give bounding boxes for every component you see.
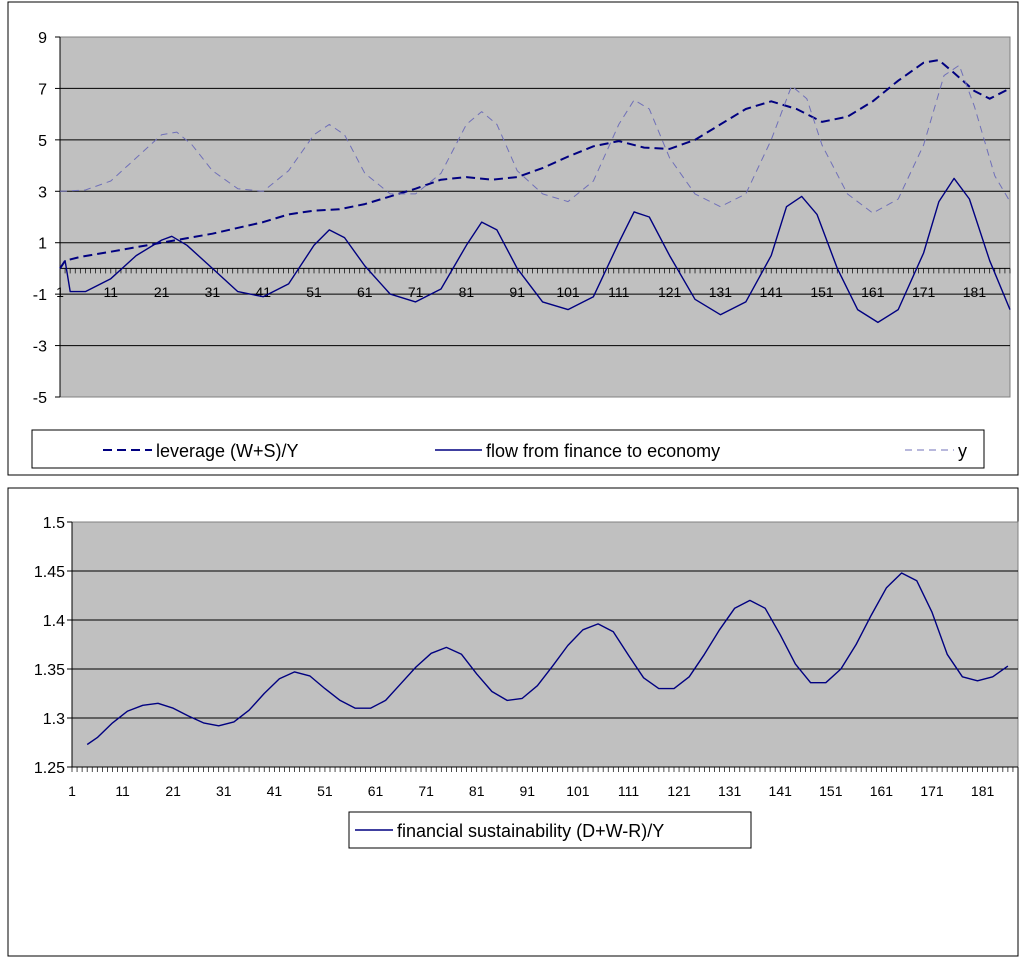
top-x-tick-label: 1	[56, 284, 64, 300]
top-y-tick-label: 3	[38, 184, 47, 201]
bottom-y-tick-label: 1.25	[34, 760, 65, 777]
bottom-x-tick-label: 141	[769, 783, 793, 799]
top-x-tick-label: 141	[760, 284, 784, 300]
bottom-series-lines	[86, 572, 1009, 746]
top-x-tick-label: 101	[556, 284, 580, 300]
bottom-x-tick-label: 31	[216, 783, 232, 799]
top-plot-area	[59, 36, 1011, 398]
top-series-3-line	[59, 64, 1011, 214]
top-y-tick-label: -5	[33, 390, 47, 407]
bottom-x-tick-label: 61	[368, 783, 384, 799]
top-x-axis: 1 11 21 31 41 51 61 71 81 91 101 111 121 131 141 151 161…	[56, 267, 1011, 300]
bottom-x-tick-label: 71	[418, 783, 434, 799]
top-x-tick-label: 31	[205, 284, 221, 300]
bottom-gridlines	[67, 521, 1018, 768]
legend-label-sustainability: financial sustainability (D+W-R)/Y	[397, 821, 664, 841]
top-legend: leverage (W+S)/Y flow from finance to ec…	[31, 429, 985, 469]
bottom-chart: 1.51.451.41.351.31.25 1 11 21 31 41 51 61 71 81 9…	[7, 487, 1019, 957]
top-series-lines	[59, 59, 1011, 324]
top-x-tick-label: 11	[104, 284, 119, 300]
bottom-plot-area	[71, 521, 1019, 768]
bottom-x-tick-label: 111	[618, 783, 639, 799]
top-y-tick-label: 5	[38, 133, 47, 150]
top-y-tick-label: -3	[33, 339, 47, 356]
bottom-x-tick-label: 161	[870, 783, 894, 799]
legend-label-leverage: leverage (W+S)/Y	[156, 441, 299, 461]
top-series-1-line	[59, 59, 1011, 269]
top-x-tick-label: 41	[255, 284, 271, 300]
bottom-x-tick-label: 181	[971, 783, 995, 799]
bottom-y-tick-label: 1.3	[43, 711, 65, 728]
bottom-x-tick-label: 41	[267, 783, 283, 799]
bottom-y-axis-tick-labels: 1.5 1.45 1.4 1.35 1.3 1.25	[34, 515, 65, 777]
legend-label-y: y	[958, 441, 967, 461]
top-x-tick-label: 121	[658, 284, 682, 300]
bottom-x-tick-label: 21	[165, 783, 181, 799]
bottom-x-tick-label: 1	[68, 783, 76, 799]
top-y-axis-tick-labels: 9 7 5 3 1 -1 -3 -5	[33, 30, 47, 407]
bottom-x-axis: 1 11 21 31 41 51 61 71 81 91 101 111 121 131 141 151 161…	[68, 766, 1019, 799]
bottom-x-tick-label: 101	[566, 783, 590, 799]
bottom-x-tick-label: 131	[718, 783, 742, 799]
top-gridlines	[55, 36, 1010, 398]
top-x-tick-label: 71	[408, 284, 424, 300]
top-y-tick-label: 9	[38, 30, 47, 47]
bottom-x-tick-label: 171	[920, 783, 944, 799]
top-x-tick-label: 21	[154, 284, 170, 300]
top-y-tick-label: 1	[38, 236, 47, 253]
top-x-tick-label: 161	[861, 284, 885, 300]
bottom-x-tick-label: 81	[469, 783, 485, 799]
bottom-legend: financial sustainability (D+W-R)/Y	[348, 811, 752, 849]
bottom-y-tick-label: 1.35	[34, 662, 65, 679]
top-y-tick-label: 7	[38, 81, 47, 98]
top-x-tick-label: 131	[709, 284, 733, 300]
top-x-tick-label: 51	[306, 284, 322, 300]
top-x-tick-label: 111	[608, 284, 629, 300]
bottom-series-1-line	[86, 572, 1009, 746]
top-x-tick-label: 171	[912, 284, 936, 300]
bottom-x-tick-label: 91	[520, 783, 536, 799]
bottom-x-tick-label: 151	[819, 783, 843, 799]
bottom-legend-box	[348, 811, 752, 849]
bottom-y-tick-label: 1.45	[34, 564, 65, 581]
top-legend-box	[31, 429, 985, 469]
top-x-tick-label: 91	[509, 284, 525, 300]
bottom-y-tick-label: 1.4	[43, 613, 65, 630]
top-x-tick-label: 151	[810, 284, 834, 300]
top-x-tick-label: 81	[459, 284, 475, 300]
bottom-x-tick-label: 121	[667, 783, 691, 799]
bottom-x-tick-label: 11	[115, 783, 130, 799]
bottom-x-tick-label: 51	[317, 783, 333, 799]
legend-label-flow: flow from finance to economy	[486, 441, 720, 461]
top-series-2-line	[59, 177, 1011, 324]
bottom-y-tick-label: 1.5	[43, 515, 65, 532]
top-x-tick-label: 61	[357, 284, 373, 300]
top-y-tick-label: -1	[33, 287, 47, 304]
top-x-tick-label: 181	[963, 284, 987, 300]
